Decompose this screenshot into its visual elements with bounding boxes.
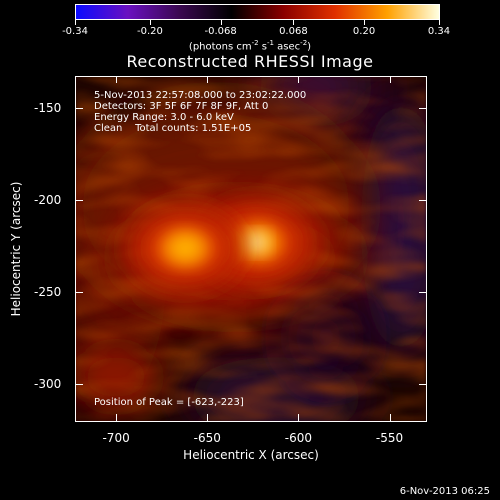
y-tick-right [419, 292, 426, 294]
clean-counts-text: Clean Total counts: 1.51E+05 [94, 123, 251, 134]
colorbar-tick [293, 20, 295, 25]
colorbar-units-prefix: (photons cm [188, 41, 252, 53]
x-tick-top [207, 76, 209, 83]
colorbar-units-exp3: -2 [300, 39, 308, 47]
colorbar-tick-label: -0.068 [204, 26, 237, 37]
colorbar-units: (photons cm-2 s-1 asec-2) [0, 39, 500, 52]
x-tick-bottom [116, 414, 118, 422]
colorbar-units-mid1: s [258, 41, 268, 53]
colorbar-tick [75, 20, 76, 25]
colorbar-units-mid2: asec [274, 41, 301, 53]
colorbar-units-exp2: -1 [267, 39, 274, 47]
clean-label: Clean [94, 123, 123, 134]
x-tick-bottom [298, 414, 300, 422]
colorbar-tick-label: 0.34 [427, 26, 451, 37]
colorbar-tick-label: -0.34 [62, 26, 88, 37]
colorbar [75, 4, 440, 20]
colorbar-units-suffix: ) [307, 41, 312, 53]
colorbar-tick [439, 20, 440, 25]
y-tick-label: -250 [34, 285, 62, 300]
y-tick-left [75, 200, 83, 202]
colorbar-tick [149, 20, 151, 25]
colorbar-tick-label: 0.068 [279, 26, 308, 37]
detectors-text: Detectors: 3F 5F 6F 7F 8F 9F, Att 0 [94, 101, 269, 112]
y-tick-right [419, 384, 426, 386]
timestamp: 6-Nov-2013 06:25 [399, 486, 490, 497]
peak-position-text: Position of Peak = [-623,-223] [94, 397, 244, 408]
y-tick-right [419, 108, 426, 110]
colorbar-tick [220, 20, 222, 25]
colorbar-tick-label: -0.20 [137, 26, 163, 37]
y-tick-label: -300 [34, 377, 62, 392]
x-tick-label: -600 [284, 431, 313, 445]
x-tick-label: -700 [102, 431, 130, 445]
y-tick-left [75, 108, 83, 110]
time-range-text: 5-Nov-2013 22:57:08.000 to 23:02:22.000 [94, 90, 307, 101]
x-tick-bottom [389, 414, 391, 422]
y-tick-label: -200 [34, 193, 62, 208]
x-tick-label: -650 [193, 431, 221, 445]
energy-range-text: Energy Range: 3.0 - 6.0 keV [94, 112, 234, 123]
x-tick-top [116, 76, 118, 83]
x-axis-label: Heliocentric X (arcsec) [183, 448, 319, 462]
x-tick-bottom [207, 414, 209, 422]
emission-source [168, 234, 203, 262]
colorbar-tick-label: 0.20 [352, 26, 376, 37]
y-tick-label: -150 [34, 101, 62, 116]
y-tick-right [419, 200, 426, 202]
colorbar-tick [364, 20, 366, 25]
x-tick-top [389, 76, 391, 83]
source-emission-layer [125, 198, 319, 291]
x-tick-top [298, 76, 300, 83]
x-tick-label: -550 [375, 431, 404, 445]
colorbar-units-exp1: -2 [251, 39, 259, 47]
rhessi-image-plot [75, 76, 427, 422]
y-axis-label: Heliocentric Y (arcsec) [9, 181, 23, 317]
y-tick-left [75, 292, 83, 294]
rhessi-image-svg [76, 77, 426, 421]
image-title: Reconstructed RHESSI Image [126, 52, 374, 71]
emission-source [246, 233, 267, 252]
y-tick-left [75, 384, 83, 386]
total-counts-text: Total counts: 1.51E+05 [135, 123, 252, 134]
